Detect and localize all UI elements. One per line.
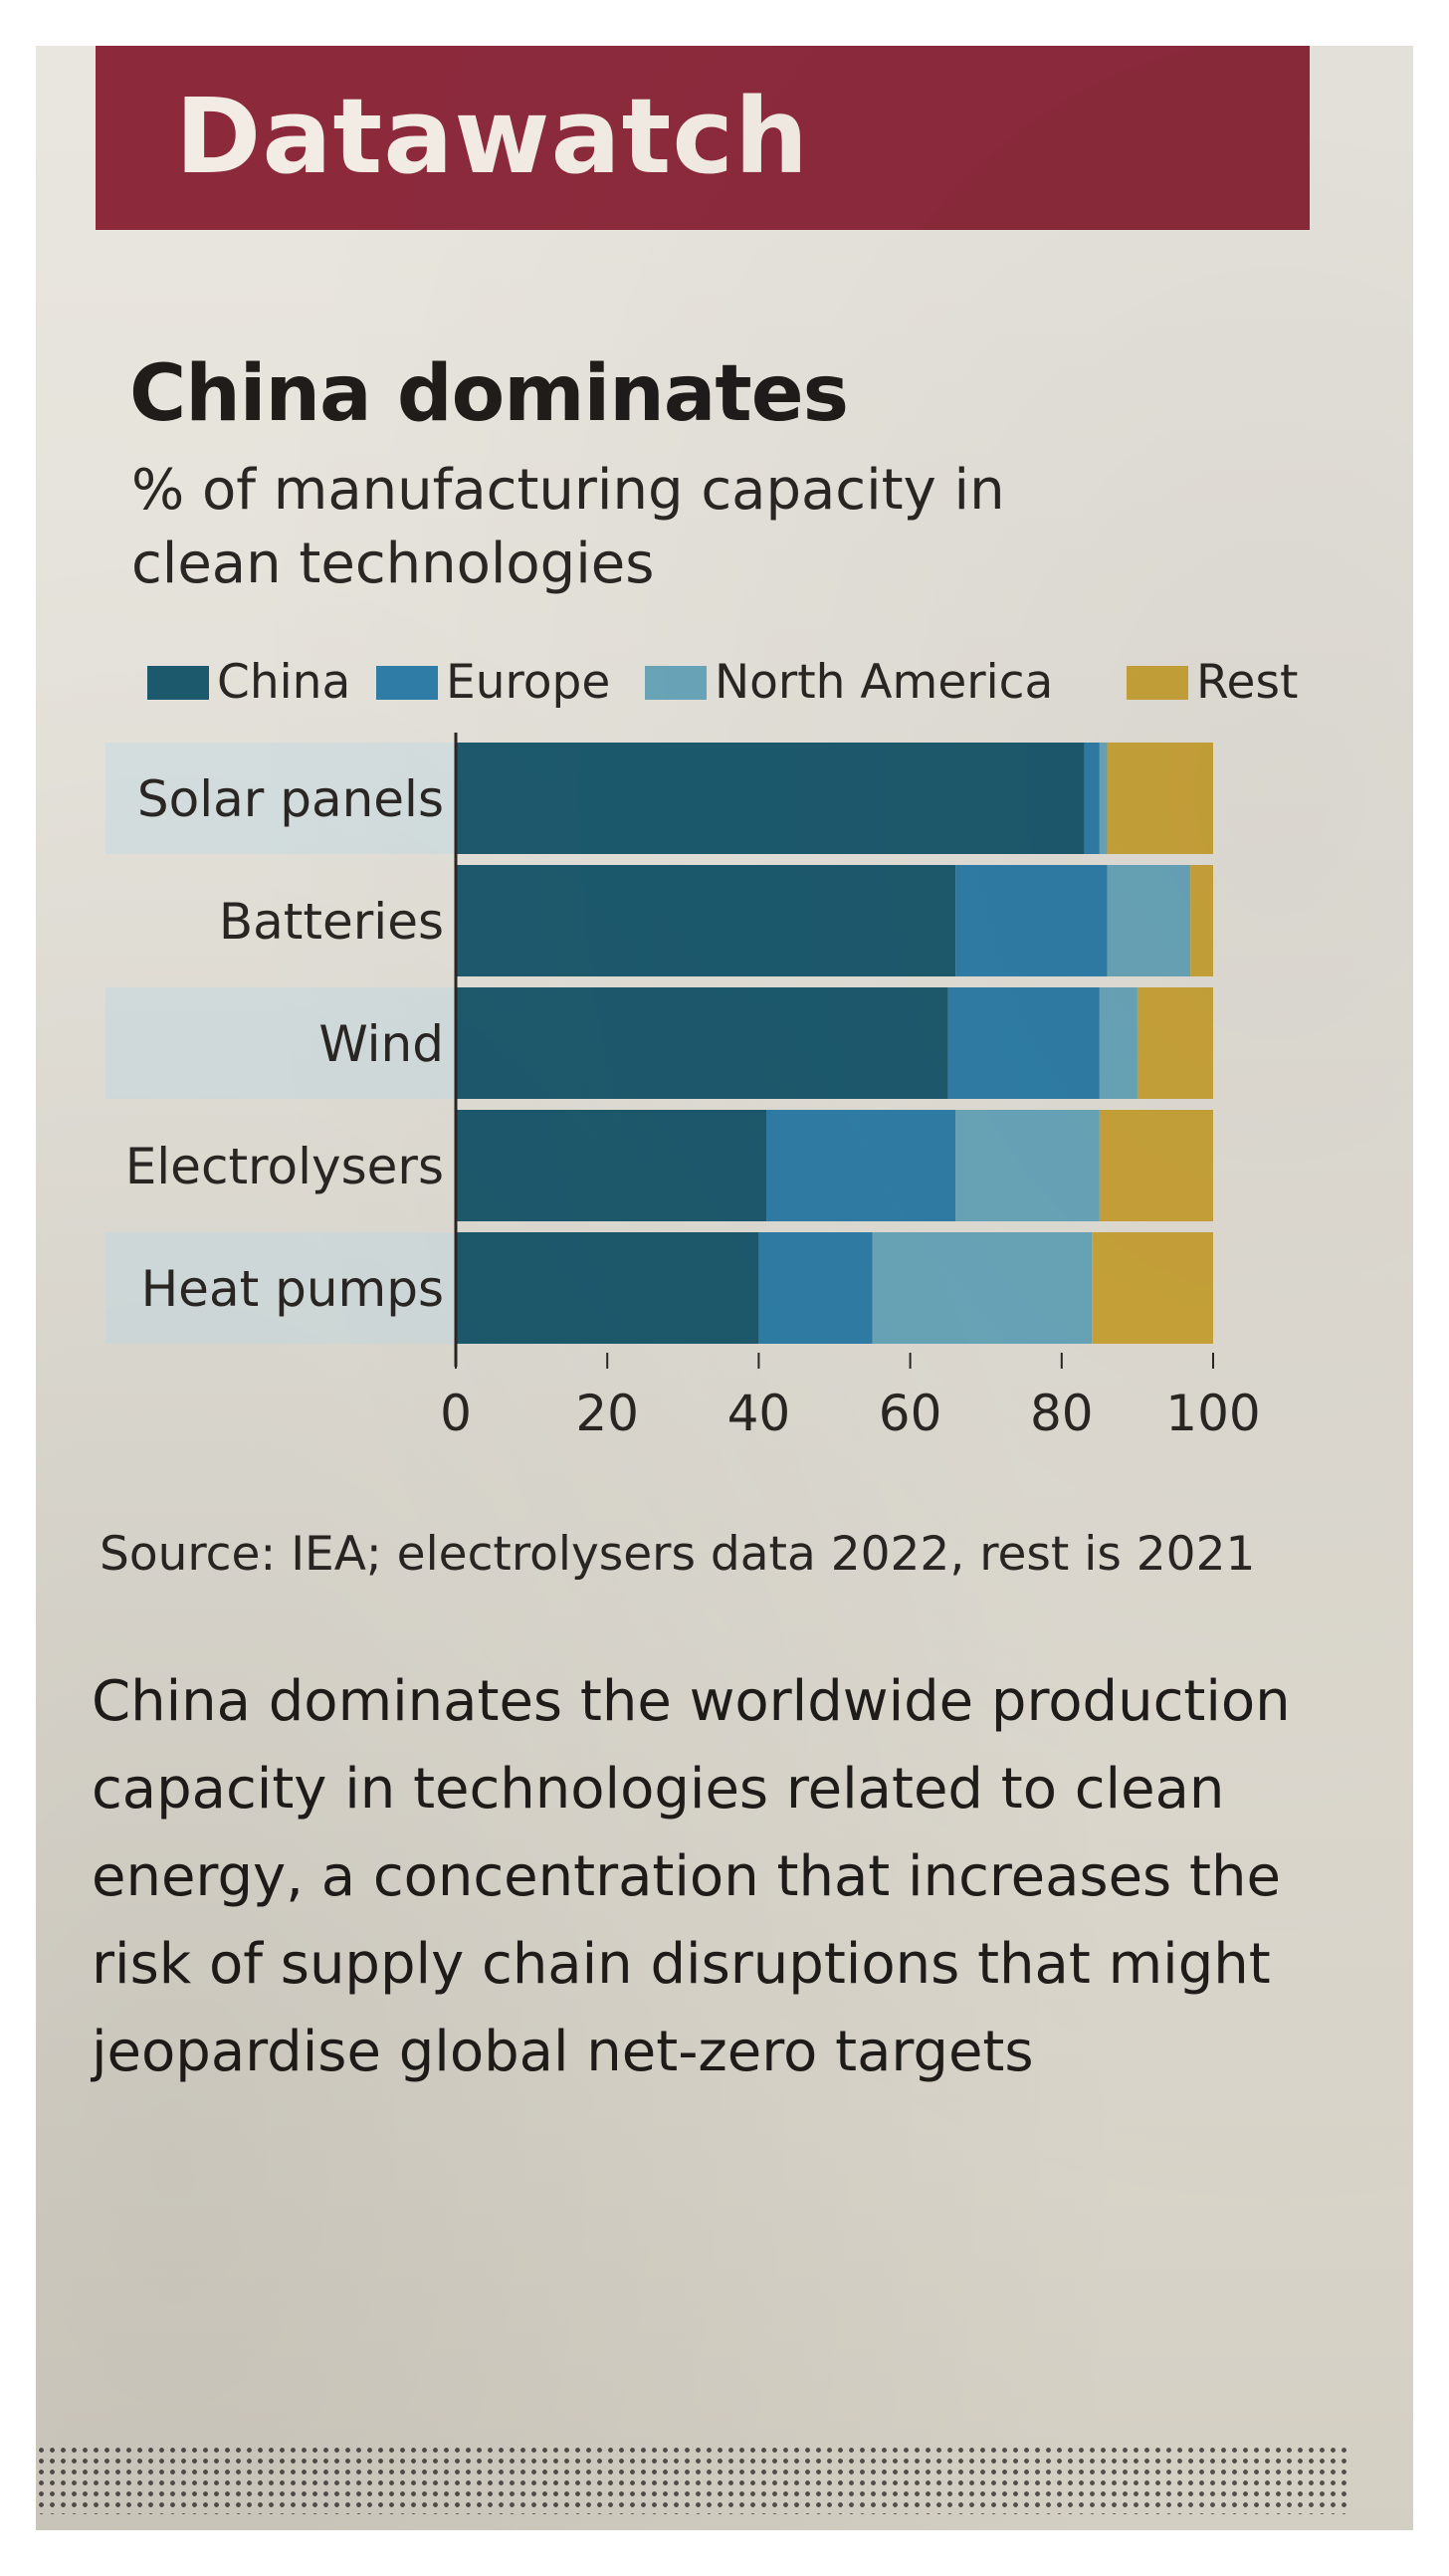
legend-item-china: China	[147, 655, 350, 710]
x-tick-label: 100	[1165, 1385, 1260, 1442]
legend-label-europe: Europe	[446, 655, 611, 710]
bar-segment-europe	[766, 1110, 956, 1221]
bar-segment-rest	[1099, 1110, 1213, 1221]
bar-segment-north-america	[1099, 987, 1138, 1099]
legend-item-europe: Europe	[376, 655, 610, 710]
legend-label-rest: Rest	[1196, 655, 1299, 710]
caption-text: China dominates the worldwide production…	[92, 1669, 1291, 2084]
x-tick-label: 20	[575, 1385, 639, 1442]
bar-segment-china	[456, 743, 1085, 854]
bar-segment-europe	[947, 987, 1100, 1099]
bar-segment-north-america	[1107, 865, 1191, 976]
bar-segment-north-america	[1099, 743, 1108, 854]
x-tick-label: 0	[440, 1385, 472, 1442]
legend-swatch-europe	[376, 665, 438, 700]
newspaper-clipping: Datawatch China dominates % of manufactu…	[36, 46, 1413, 2530]
category-label: Solar panels	[137, 770, 444, 828]
bar-segment-europe	[955, 865, 1108, 976]
dotted-rule	[36, 2445, 1349, 2514]
chart-legend: China Europe North America Rest	[115, 655, 1409, 725]
source-note: Source: IEA; electrolysers data 2022, re…	[100, 1527, 1256, 1582]
bar-segment-rest	[1190, 865, 1213, 976]
category-label: Batteries	[219, 893, 444, 951]
legend-label-china: China	[217, 655, 351, 710]
legend-item-north-america: North America	[645, 655, 1053, 710]
bar-segment-north-america	[872, 1232, 1093, 1344]
legend-swatch-china	[147, 665, 209, 700]
legend-swatch-north-america	[645, 665, 707, 700]
bar-segment-rest	[1092, 1232, 1213, 1344]
bar-segment-rest	[1137, 987, 1213, 1099]
legend-swatch-rest	[1127, 665, 1188, 700]
stacked-bar-chart: Solar panels Batteries Wind Electrolysers He…	[105, 733, 1261, 1442]
chart-title: China dominates	[129, 349, 849, 439]
category-label: Wind	[318, 1015, 444, 1073]
bar-segment-europe	[758, 1232, 873, 1344]
category-band	[105, 743, 456, 854]
bar-segment-china	[456, 987, 948, 1099]
bar-segment-china	[456, 1110, 767, 1221]
category-label: Heat pumps	[141, 1260, 444, 1318]
bar-segment-europe	[1084, 743, 1100, 854]
category-band	[105, 987, 456, 1099]
masthead-banner: Datawatch	[96, 46, 1310, 230]
x-tick-label: 60	[879, 1385, 942, 1442]
bar-segment-china	[456, 1232, 759, 1344]
bar-segment-north-america	[955, 1110, 1100, 1221]
bar-segment-rest	[1107, 743, 1213, 854]
legend-label-north-america: North America	[715, 655, 1054, 710]
category-band	[105, 1232, 456, 1344]
masthead-title: Datawatch	[175, 76, 810, 197]
bar-segment-china	[456, 865, 956, 976]
legend-item-rest: Rest	[1127, 655, 1298, 710]
chart-subtitle: % of manufacturing capacity in clean tec…	[131, 458, 1005, 596]
x-tick-label: 80	[1030, 1385, 1094, 1442]
category-label: Electrolysers	[125, 1138, 444, 1195]
x-tick-label: 40	[727, 1385, 791, 1442]
